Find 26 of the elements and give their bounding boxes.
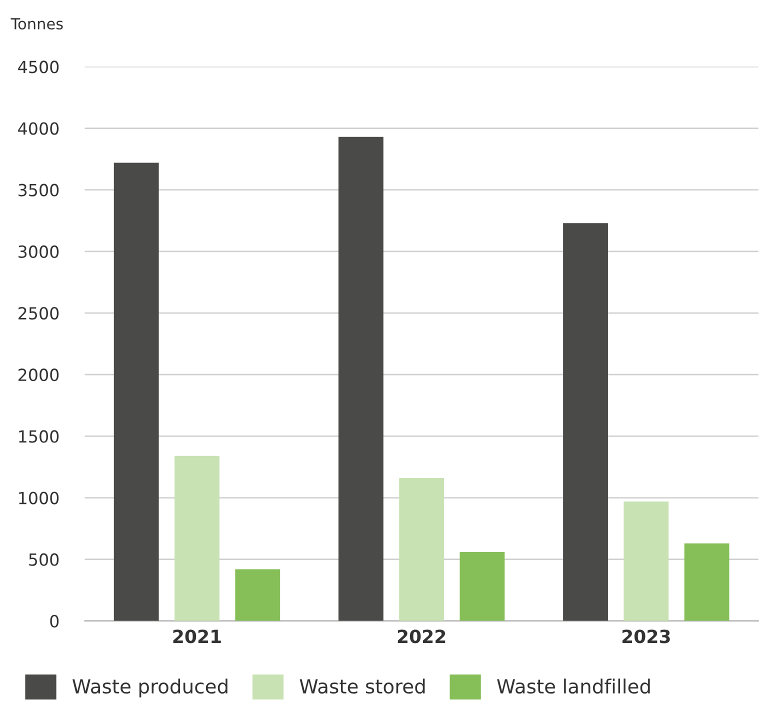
y-tick-label: 1000 <box>19 492 59 504</box>
x-tick-label: 2023 <box>622 630 670 644</box>
bar <box>684 543 730 621</box>
x-tick-label: 2022 <box>398 630 446 644</box>
y-tick-label: 1500 <box>19 430 59 443</box>
legend-label: Waste landfilled <box>497 678 650 694</box>
bar <box>114 162 159 621</box>
bar <box>563 223 608 621</box>
y-tick-label: 2500 <box>18 306 59 320</box>
y-tick-label: 500 <box>29 553 59 566</box>
bar <box>624 501 669 621</box>
y-tick-label: 4000 <box>18 122 59 135</box>
legend-label: Waste stored <box>300 678 425 694</box>
bar <box>235 569 280 621</box>
bar <box>174 456 220 621</box>
y-tick-label: 4500 <box>18 60 59 74</box>
x-tick-label: 2021 <box>173 630 221 644</box>
bar <box>338 136 384 621</box>
y-tick-label: 3500 <box>18 184 59 196</box>
bar <box>399 478 444 621</box>
y-axis-title: Tonnes <box>10 18 63 30</box>
y-tick-label: 3000 <box>18 245 59 258</box>
bar <box>460 552 505 621</box>
legend-label: Waste produced <box>72 678 228 698</box>
y-tick-label: 2000 <box>18 368 59 382</box>
y-tick-label: 0 <box>50 614 59 628</box>
